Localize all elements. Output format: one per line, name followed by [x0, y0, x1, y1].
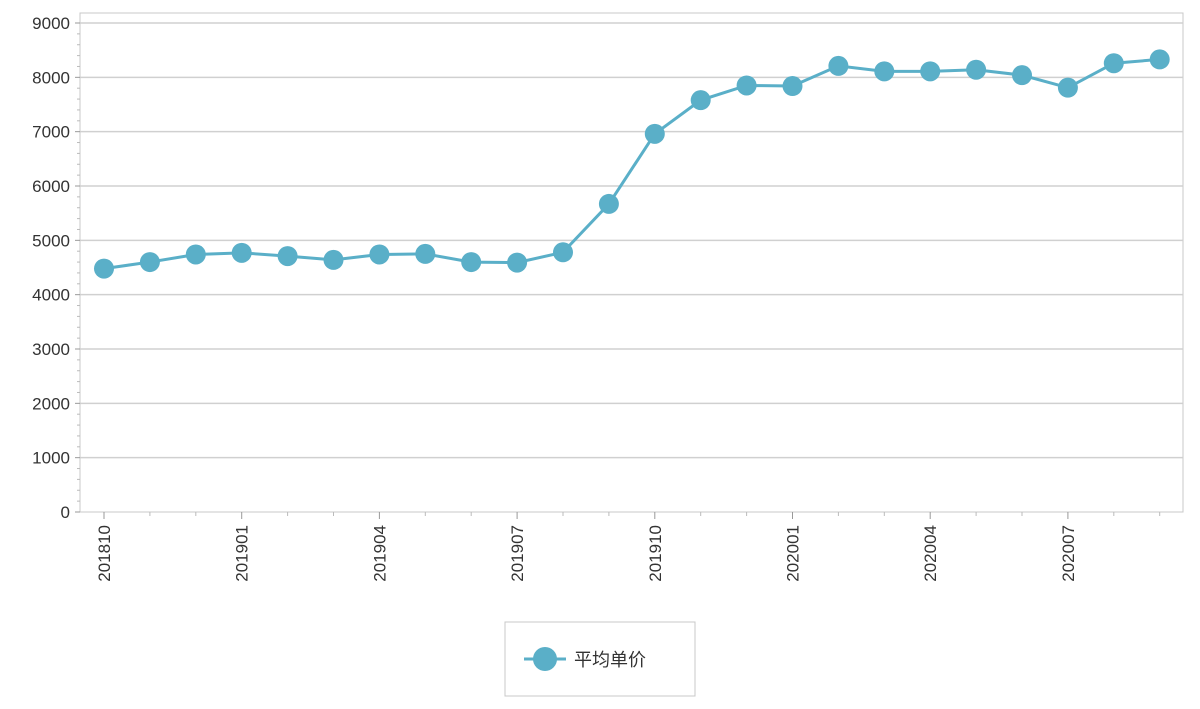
data-point[interactable]: [874, 61, 895, 82]
y-tick-label: 2000: [32, 394, 70, 413]
plot-frame: [79, 12, 1184, 513]
data-point[interactable]: [828, 55, 849, 76]
y-tick-label: 5000: [32, 231, 70, 250]
data-point[interactable]: [369, 244, 390, 265]
data-point[interactable]: [966, 59, 987, 80]
y-tick-label: 0: [61, 503, 70, 522]
grid-lines: [80, 22, 1183, 459]
x-tick-label: 202007: [1059, 525, 1078, 582]
x-tick-label: 201904: [370, 525, 389, 582]
data-point[interactable]: [1012, 65, 1032, 86]
legend-marker: [533, 647, 557, 671]
data-point[interactable]: [736, 75, 757, 96]
data-point[interactable]: [598, 193, 619, 214]
data-point[interactable]: [277, 246, 298, 267]
data-point[interactable]: [644, 123, 665, 144]
x-tick-label: 202001: [784, 525, 803, 582]
x-tick-label: 201901: [233, 525, 252, 582]
legend-label: 平均单价: [574, 650, 646, 670]
data-point[interactable]: [185, 244, 206, 265]
x-tick-label: 201910: [646, 525, 665, 582]
y-tick-label: 9000: [32, 14, 70, 33]
x-axis: 201810 201901 201904 201907 201910 202001 2020…: [95, 512, 1161, 582]
data-point[interactable]: [231, 242, 252, 263]
plot-area: 0 1000 2000 3000 4000 5000 6000 7000 8000 9000 20…: [32, 12, 1184, 582]
y-tick-label: 4000: [32, 286, 70, 305]
data-point[interactable]: [782, 76, 803, 97]
y-tick-label: 3000: [32, 340, 70, 359]
data-point[interactable]: [1149, 49, 1170, 70]
y-tick-label: 8000: [32, 68, 70, 87]
data-point[interactable]: [415, 243, 436, 264]
data-point[interactable]: [1057, 77, 1078, 98]
data-point[interactable]: [920, 61, 941, 82]
series-layer: [94, 49, 1170, 279]
data-point[interactable]: [1103, 53, 1124, 74]
x-tick-label: 201810: [95, 525, 114, 582]
data-point[interactable]: [507, 252, 528, 273]
data-point[interactable]: [323, 249, 344, 270]
data-point[interactable]: [461, 252, 482, 273]
y-tick-label: 6000: [32, 177, 70, 196]
data-point[interactable]: [139, 252, 160, 273]
y-tick-label: 7000: [32, 123, 70, 142]
legend[interactable]: 平均单价: [504, 621, 696, 697]
y-axis: 0 1000 2000 3000 4000 5000 6000 7000 8000 9000: [32, 14, 80, 522]
data-point[interactable]: [553, 242, 573, 263]
data-point[interactable]: [690, 90, 711, 111]
x-tick-label: 202004: [921, 525, 940, 582]
y-tick-label: 1000: [32, 449, 70, 468]
x-tick-label: 201907: [508, 525, 527, 582]
data-point[interactable]: [94, 258, 114, 279]
